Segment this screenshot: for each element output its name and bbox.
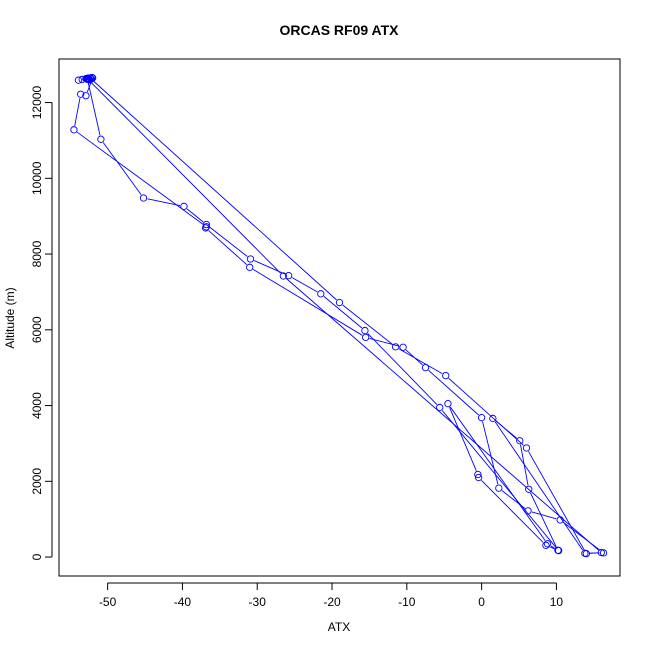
data-point [542, 541, 550, 549]
series-segment [428, 370, 479, 416]
data-point [84, 75, 92, 84]
series-segment [449, 407, 477, 471]
data-point [82, 92, 90, 100]
series-segment [528, 451, 585, 551]
series-segment [323, 296, 363, 329]
data-point [201, 224, 210, 232]
data-point [444, 400, 452, 408]
series-segment [448, 377, 524, 446]
y-tick-label: 8000 [30, 240, 44, 267]
series-segment [252, 268, 363, 336]
data-point [74, 76, 83, 84]
x-tick-label: -40 [174, 595, 192, 609]
series-segment [102, 142, 142, 196]
x-tick-label: -50 [99, 595, 117, 609]
data-point [421, 364, 430, 372]
series-segment [441, 410, 557, 548]
series-segment [367, 333, 438, 405]
series-segment [87, 82, 101, 136]
data-point [597, 548, 605, 557]
series-segment [76, 131, 204, 225]
series-points [70, 73, 608, 558]
series-segment [449, 406, 546, 541]
data-point [202, 223, 211, 231]
data-point [391, 343, 400, 351]
series-segment [494, 421, 583, 551]
x-tick-label: 10 [550, 595, 564, 609]
data-point [489, 414, 497, 423]
x-axis-label: ATX [328, 620, 350, 634]
x-axis: -50 -40 -30 -20 -10 0 10 [99, 582, 564, 609]
series-segment [291, 277, 318, 293]
data-point [399, 343, 407, 351]
data-point [522, 444, 531, 452]
data-point [284, 271, 293, 280]
data-point [477, 414, 486, 422]
y-axis: 0 2000 4000 6000 8000 10000 12000 [30, 86, 53, 560]
data-point [556, 516, 564, 524]
y-tick-label: 0 [30, 553, 44, 560]
data-point [97, 135, 105, 143]
data-point [246, 255, 255, 263]
data-point [543, 540, 552, 548]
series-segment [186, 208, 204, 223]
series-segment [398, 348, 443, 375]
data-point [246, 263, 254, 271]
series-segment [520, 444, 529, 486]
data-point [335, 298, 344, 307]
series-segment [549, 546, 556, 550]
series-segment [209, 226, 248, 257]
chart-title: ORCAS RF09 ATX [279, 22, 399, 38]
data-point [87, 75, 95, 83]
data-point [516, 437, 524, 445]
series-segment [590, 552, 598, 554]
x-tick-label: -20 [323, 595, 341, 609]
data-point [361, 326, 369, 335]
data-point [279, 272, 288, 280]
series-segment [93, 80, 337, 301]
series-segment [74, 98, 81, 126]
series-segment [531, 511, 557, 520]
x-tick-label: -30 [249, 595, 267, 609]
data-point [525, 485, 533, 493]
series-segment [530, 492, 557, 547]
series-line [74, 78, 601, 554]
series-segment [286, 278, 599, 551]
series-segment [481, 480, 544, 543]
data-point [555, 546, 563, 555]
series-segment [342, 304, 393, 345]
data-point [202, 220, 211, 229]
y-tick-label: 12000 [30, 86, 44, 120]
data-point [474, 470, 482, 479]
data-point [436, 403, 444, 412]
data-point [180, 202, 188, 210]
x-tick-label: 0 [478, 595, 485, 609]
y-tick-label: 2000 [30, 468, 44, 495]
series-segment [369, 337, 400, 347]
series-segment [90, 81, 281, 274]
data-point [139, 194, 148, 202]
series-segment [550, 545, 555, 549]
data-point [495, 484, 503, 492]
series-segment [208, 230, 248, 265]
y-tick-label: 10000 [30, 161, 44, 195]
data-point [362, 333, 370, 342]
y-tick-label: 4000 [30, 392, 44, 419]
data-point [70, 126, 78, 134]
x-tick-label: -10 [398, 595, 416, 609]
y-axis-label: Altitude (m) [3, 287, 17, 348]
data-point [77, 90, 85, 98]
data-point [474, 473, 483, 482]
data-point [317, 290, 325, 298]
series-segment [147, 198, 181, 206]
plot-area [58, 58, 621, 577]
y-tick-label: 6000 [30, 316, 44, 343]
data-point [582, 550, 590, 558]
data-point [442, 371, 450, 380]
data-point [524, 507, 532, 515]
